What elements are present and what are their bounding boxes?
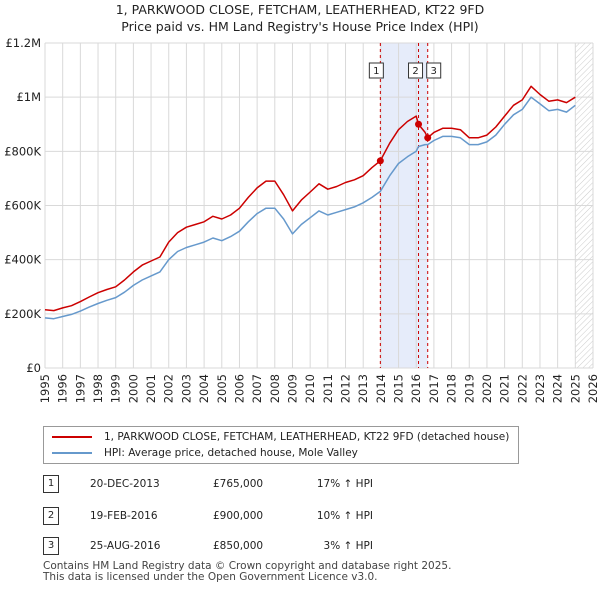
y-tick-label: £800K xyxy=(4,144,41,158)
x-tick-label: 1999 xyxy=(109,374,123,403)
x-tick-label: 2014 xyxy=(374,374,388,403)
footer-licence: This data is licensed under the Open Gov… xyxy=(43,571,378,583)
transaction-number: 3 xyxy=(43,537,59,555)
transaction-point xyxy=(424,134,432,142)
footer: Contains HM Land Registry data © Crown c… xyxy=(43,561,451,583)
property-price-line xyxy=(44,85,576,312)
transaction-point xyxy=(415,120,423,128)
x-tick-label: 2012 xyxy=(339,374,353,403)
transaction-number: 2 xyxy=(43,507,59,525)
x-tick-label: 2017 xyxy=(427,374,441,403)
x-tick-label: 2010 xyxy=(303,374,317,403)
transaction-label: 2 xyxy=(412,66,418,77)
transaction-date: 20-DEC-2013 xyxy=(90,478,160,490)
transaction-row: 3 25-AUG-2016 £850,000 3% ↑ HPI xyxy=(0,537,600,557)
x-tick-label: 1997 xyxy=(73,374,87,403)
transaction-hpi-change: 17% ↑ HPI xyxy=(316,478,373,490)
x-tick-label: 2018 xyxy=(445,374,459,403)
legend-swatch-property xyxy=(52,436,92,438)
footer-copyright: Contains HM Land Registry data © Crown c… xyxy=(43,560,452,572)
legend-swatch-hpi xyxy=(52,452,92,454)
transaction-point xyxy=(376,157,384,165)
transaction-label: 1 xyxy=(373,66,379,77)
y-tick-label: £400K xyxy=(4,253,41,267)
y-tick-label: £1M xyxy=(16,90,41,104)
x-tick-label: 2026 xyxy=(586,374,600,403)
x-tick-label: 2006 xyxy=(232,374,246,403)
x-tick-label: 1995 xyxy=(38,374,52,403)
transaction-label-box xyxy=(426,62,442,79)
x-tick-label: 2019 xyxy=(462,374,476,403)
x-tick-label: 2005 xyxy=(215,374,229,403)
transaction-label: 3 xyxy=(431,66,437,77)
x-tick-label: 2020 xyxy=(480,374,494,403)
x-tick-label: 2023 xyxy=(533,374,547,403)
y-tick-label: £200K xyxy=(4,307,41,321)
x-tick-label: 2008 xyxy=(268,374,282,403)
x-tick-label: 1998 xyxy=(91,374,105,403)
transaction-date: 25-AUG-2016 xyxy=(90,540,161,552)
transaction-hpi-change: 3% ↑ HPI xyxy=(323,540,373,552)
transaction-date: 19-FEB-2016 xyxy=(90,510,158,522)
transaction-label-box xyxy=(408,62,424,79)
chart-title: 1, PARKWOOD CLOSE, FETCHAM, LEATHERHEAD,… xyxy=(115,2,485,17)
x-tick-label: 2016 xyxy=(409,374,423,403)
hpi-line xyxy=(44,96,576,320)
x-tick-label: 2011 xyxy=(321,374,335,403)
price-chart: 1 2 3 £0 £200K £400K £600K £800K £1M £1.2M 1995 19… xyxy=(4,36,600,403)
x-tick-label: 1996 xyxy=(56,374,70,403)
legend-label-hpi: HPI: Average price, detached house, Mole… xyxy=(104,447,358,459)
x-tick-label: 2015 xyxy=(392,374,406,403)
y-tick-label: £0 xyxy=(26,361,41,375)
transaction-hpi-change: 10% ↑ HPI xyxy=(316,510,373,522)
transaction-price: £850,000 xyxy=(213,540,264,552)
chart-subtitle: Price paid vs. HM Land Registry's House … xyxy=(121,19,479,34)
transaction-number: 1 xyxy=(43,475,59,493)
legend-entry-hpi: HPI: Average price, detached house, Mole… xyxy=(52,446,358,460)
x-tick-label: 2002 xyxy=(162,374,176,403)
transaction-label-box xyxy=(368,62,384,79)
legend-entry-property: 1, PARKWOOD CLOSE, FETCHAM, LEATHERHEAD,… xyxy=(52,430,509,444)
x-tick-label: 2022 xyxy=(515,374,529,403)
legend-label-property: 1, PARKWOOD CLOSE, FETCHAM, LEATHERHEAD,… xyxy=(104,431,510,443)
transaction-row: 2 19-FEB-2016 £900,000 10% ↑ HPI xyxy=(0,507,600,527)
x-tick-label: 2025 xyxy=(568,374,582,403)
x-tick-label: 2013 xyxy=(356,374,370,403)
x-tick-label: 2000 xyxy=(126,374,140,403)
x-tick-label: 2021 xyxy=(498,374,512,403)
transaction-price: £765,000 xyxy=(213,478,264,490)
x-tick-label: 2003 xyxy=(179,374,193,403)
x-tick-label: 2007 xyxy=(250,374,264,403)
x-tick-label: 2009 xyxy=(285,374,299,403)
x-tick-label: 2004 xyxy=(197,374,211,403)
y-tick-label: £600K xyxy=(4,199,41,213)
transaction-row: 1 20-DEC-2013 £765,000 17% ↑ HPI xyxy=(0,475,600,495)
legend: 1, PARKWOOD CLOSE, FETCHAM, LEATHERHEAD,… xyxy=(43,426,519,464)
x-tick-label: 2024 xyxy=(551,374,565,403)
y-tick-label: £1.2M xyxy=(5,36,41,50)
x-tick-label: 2001 xyxy=(144,374,158,403)
transaction-price: £900,000 xyxy=(213,510,264,522)
